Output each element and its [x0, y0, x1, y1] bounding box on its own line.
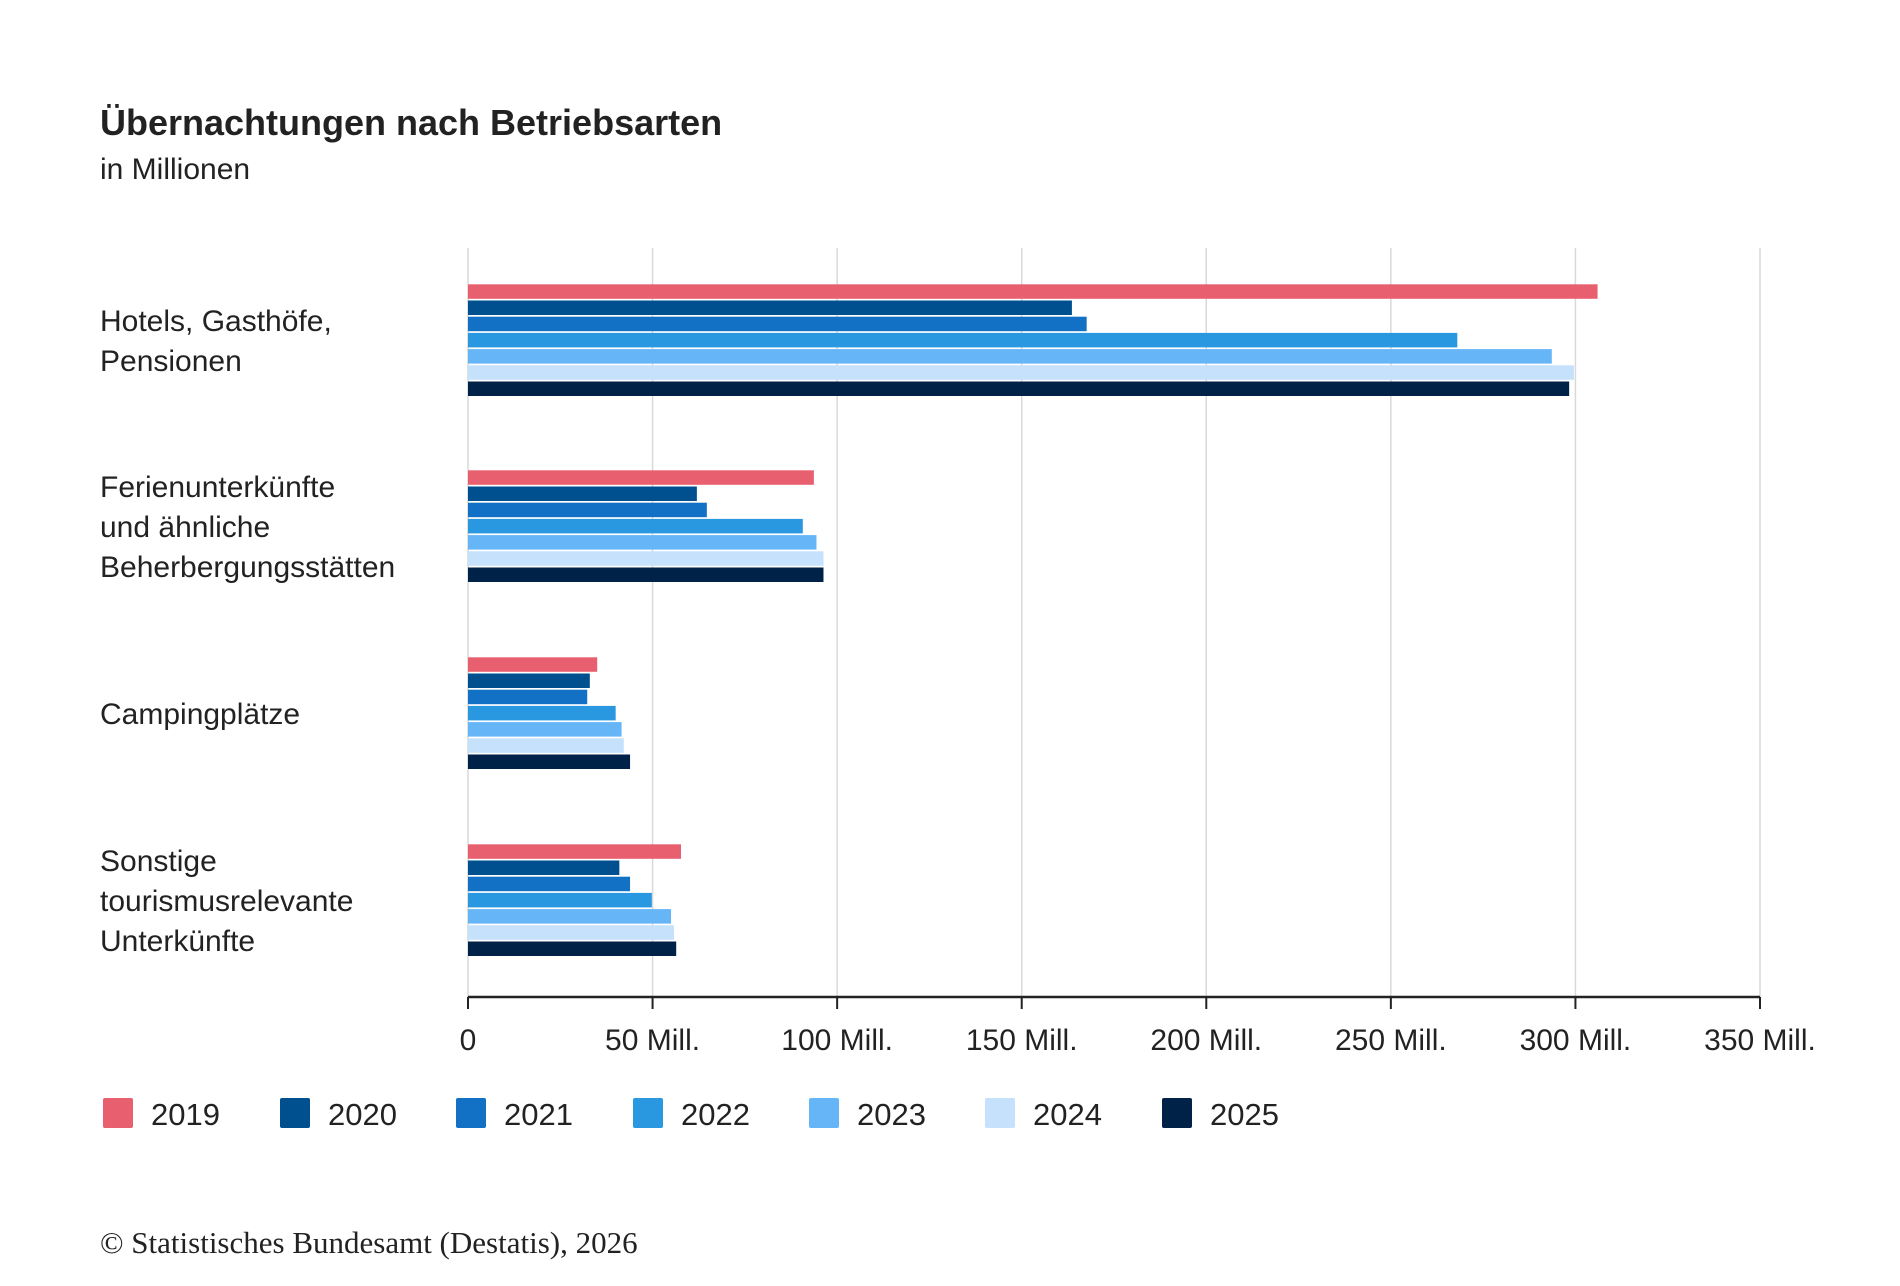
bar-2021 [468, 876, 631, 892]
bar-2023 [468, 909, 672, 924]
category-label-line: Sonstige [100, 845, 217, 878]
bar-2020 [468, 860, 620, 875]
bar-2020 [468, 300, 1072, 315]
legend-label: 2019 [151, 1097, 220, 1132]
category-label-line: Beherbergungsstätten [100, 551, 395, 584]
bar-2025 [468, 381, 1570, 396]
legend-label: 2021 [504, 1097, 573, 1132]
bar-2024 [468, 551, 824, 566]
x-tick-label: 0 [460, 1024, 477, 1057]
legend-swatch-2024 [985, 1098, 1015, 1128]
bar-2023 [468, 722, 622, 737]
bar-2025 [468, 941, 677, 956]
bar-2023 [468, 535, 817, 550]
x-tick-label: 350 Mill. [1704, 1024, 1816, 1057]
x-tick-label: 200 Mill. [1150, 1024, 1262, 1057]
category-label: Hotels, Gasthöfe, Pensionen [100, 305, 332, 378]
bar-2019 [468, 844, 681, 859]
legend-swatch-2019 [103, 1098, 133, 1128]
bar-2021 [468, 502, 707, 518]
category-label-line: Ferienunterkünfte [100, 471, 335, 504]
bar-2022 [468, 892, 652, 908]
bar-2019 [468, 657, 598, 672]
bar-2022 [468, 518, 803, 534]
bar-2020 [468, 486, 697, 501]
x-tick-label: 50 Mill. [605, 1024, 700, 1057]
bar-2025 [468, 567, 824, 582]
x-tick-label: 150 Mill. [966, 1024, 1078, 1057]
source-note: © Statistisches Bundesamt (Destatis), 20… [100, 1225, 638, 1261]
category-label-line: Campingplätze [100, 698, 300, 731]
source-text: © Statistisches Bundesamt (Destatis), 20… [100, 1225, 638, 1260]
legend-swatch-2022 [633, 1098, 663, 1128]
bar-2024 [468, 738, 624, 753]
bar-2024 [468, 365, 1574, 380]
x-tick-label: 100 Mill. [781, 1024, 893, 1057]
category-label: Campingplätze [100, 698, 300, 731]
bar-2019 [468, 284, 1598, 299]
category-label: Ferienunterkünfte und ähnliche Beherbergun… [100, 471, 395, 584]
legend-swatch-2020 [280, 1098, 310, 1128]
bar-2021 [468, 316, 1087, 332]
bar-2024 [468, 925, 674, 940]
bar-2022 [468, 705, 616, 721]
category-label-line: Pensionen [100, 345, 242, 378]
legend-swatch-2025 [1162, 1098, 1192, 1128]
legend-label: 2020 [328, 1097, 397, 1132]
bar-2021 [468, 689, 588, 705]
chart-subtitle: in Millionen [100, 153, 251, 186]
legend-label: 2025 [1210, 1097, 1279, 1132]
bar-2023 [468, 349, 1552, 364]
bar-2019 [468, 470, 814, 485]
category-label-line: Unterkünfte [100, 925, 255, 958]
legend-label: 2024 [1033, 1097, 1102, 1132]
legend-label: 2022 [681, 1097, 750, 1132]
x-tick-label: 250 Mill. [1335, 1024, 1447, 1057]
legend-swatch-2023 [809, 1098, 839, 1128]
category-label-line: tourismusrelevante [100, 885, 353, 918]
bar-2020 [468, 673, 590, 688]
legend-label: 2023 [857, 1097, 926, 1132]
bar-2022 [468, 332, 1458, 348]
chart-title: Übernachtungen nach Betriebsarten [100, 102, 723, 143]
x-tick-label: 300 Mill. [1520, 1024, 1632, 1057]
bar-2025 [468, 754, 631, 769]
category-label: Sonstige tourismusrelevante Unterkünfte [100, 845, 353, 958]
category-label-line: und ähnliche [100, 511, 270, 544]
legend-swatch-2021 [456, 1098, 486, 1128]
category-label-line: Hotels, Gasthöfe, [100, 305, 332, 338]
